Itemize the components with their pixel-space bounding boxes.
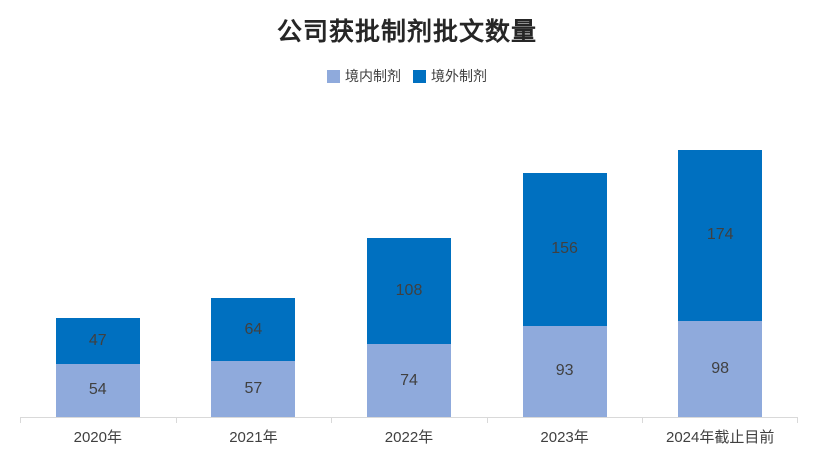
x-axis-label-2023年: 2023年	[540, 429, 589, 446]
data-label: 57	[244, 380, 263, 398]
legend-label-domestic: 境内制剂	[345, 68, 401, 84]
x-axis-line	[20, 417, 798, 423]
axis-tick	[642, 418, 644, 423]
x-axis-label-2020年: 2020年	[73, 429, 122, 446]
axis-tick	[331, 418, 333, 423]
legend-item-overseas: 境外制剂	[413, 66, 487, 86]
data-label: 93	[555, 362, 574, 380]
bar-segment-境外制剂-2024年截止目前: 174	[678, 149, 763, 321]
bar-segment-境外制剂-2022年: 108	[367, 238, 451, 345]
bar-2022年: 108 74	[367, 238, 451, 417]
bar-segment-境外制剂-2021年: 64	[211, 298, 296, 362]
x-axis-label-2021年: 2021年	[229, 429, 278, 446]
legend-swatch-domestic	[327, 69, 340, 83]
axis-tick	[175, 418, 177, 423]
bar-segment-境内制剂-2023年: 93	[522, 325, 607, 417]
data-label: 47	[88, 331, 107, 349]
legend-label-overseas: 境外制剂	[431, 68, 487, 84]
bar-segment-境外制剂-2020年: 47	[55, 317, 140, 364]
legend-item-domestic: 境内制剂	[327, 66, 401, 86]
data-label: 74	[400, 371, 418, 389]
bar-2023年: 156 93	[522, 172, 607, 417]
bar-segment-境内制剂-2021年: 57	[211, 361, 296, 417]
bar-segment-境内制剂-2022年: 74	[367, 344, 451, 417]
data-label: 156	[551, 240, 578, 258]
axis-tick	[797, 418, 798, 423]
bar-2020年: 47 54	[55, 317, 140, 417]
legend-swatch-overseas	[413, 69, 426, 83]
data-label: 174	[706, 226, 734, 244]
bar-segment-境内制剂-2024年截止目前: 98	[678, 320, 763, 417]
chart-title: 公司获批制剂批文数量	[276, 18, 537, 46]
data-label: 64	[244, 320, 263, 338]
legend: 境内制剂 境外制剂	[0, 66, 814, 86]
x-axis-label-2024年截止目前: 2024年截止目前	[666, 429, 775, 446]
bar-segment-境内制剂-2020年: 54	[55, 363, 140, 417]
x-axis-labels: 2020年 2021年 2022年 2023年 2024年截止目前	[20, 426, 798, 450]
data-label: 98	[711, 359, 730, 377]
bar-segment-境外制剂-2023年: 156	[522, 172, 607, 326]
x-axis-label-2022年: 2022年	[384, 429, 434, 446]
bar-2021年: 64 57	[211, 298, 296, 417]
plot-area: 47 54 64 57 108 74 156 93 174 98	[20, 0, 798, 417]
data-label: 54	[88, 381, 107, 399]
axis-tick	[486, 418, 488, 423]
data-label: 108	[395, 282, 423, 300]
bar-2024年截止目前: 174 98	[678, 149, 763, 417]
axis-tick	[20, 418, 21, 423]
